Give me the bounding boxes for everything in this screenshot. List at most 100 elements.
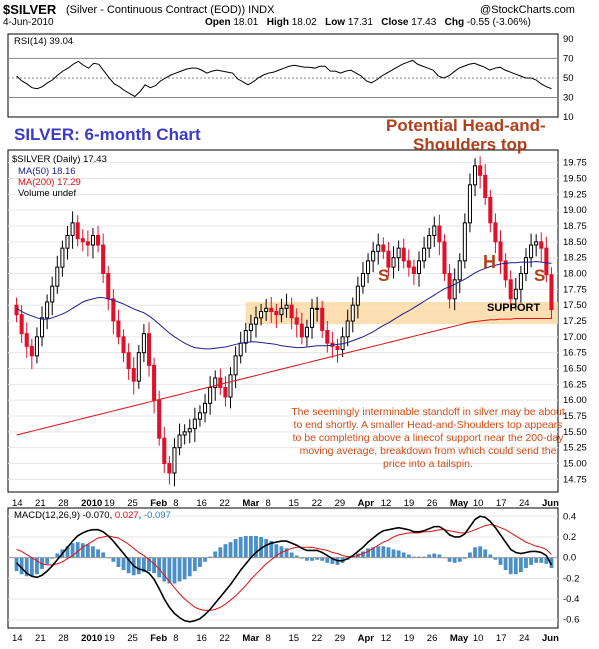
macd-hist-bar (91, 546, 95, 558)
candle-body (45, 301, 50, 319)
candle-body (152, 364, 157, 401)
candle-body (529, 244, 534, 259)
candle-body (320, 307, 325, 332)
candle-body (223, 387, 228, 398)
macd-legend-label: MACD(12,26,9) (14, 510, 80, 521)
price-tick-label: 19.50 (563, 174, 587, 185)
macd-xtick-label: 8 (173, 633, 178, 644)
macd-hist-bar (55, 553, 60, 558)
price-tick-label: 19.25 (563, 189, 587, 200)
rsi-line (16, 59, 552, 98)
macd-hist-bar (101, 552, 106, 558)
price-xtick-label: May (450, 498, 469, 509)
macd-hist-bar (396, 550, 401, 558)
macd-hist-bar (386, 547, 391, 558)
candle-body (187, 428, 192, 433)
macd-hist-bar (29, 557, 34, 577)
price-xtick-label: 29 (335, 498, 346, 509)
price-xtick-label: 10 (473, 498, 484, 509)
candle-body (498, 241, 503, 262)
macd-hist-bar (371, 547, 376, 558)
candle-body (29, 345, 34, 357)
macd-xtick-label: 12 (381, 633, 392, 644)
price-tick-label: 17.50 (563, 300, 587, 311)
ma50-line (16, 260, 552, 350)
macd-hist-bar (65, 546, 70, 558)
candle-body (518, 273, 523, 290)
price-xtick-label: 17 (496, 498, 507, 509)
macd-hist-bar (294, 555, 299, 558)
macd-xtick-label: 19 (404, 633, 415, 644)
macd-hist-bar (274, 544, 279, 558)
macd-hist-bar (289, 552, 294, 558)
macd-hist-bar (381, 546, 386, 558)
macd-hist-bar (75, 542, 80, 558)
high-label: High (266, 17, 289, 28)
macd-xtick-label: May (450, 633, 469, 644)
candle-body (121, 336, 126, 354)
macd-hist-bar (366, 548, 370, 558)
candle-body (141, 333, 146, 354)
candle-body (116, 320, 121, 338)
candle-body (50, 285, 55, 303)
macd-hist-bar (45, 557, 50, 564)
candle-body (182, 431, 187, 436)
candle-body (371, 250, 376, 262)
candle-body (360, 273, 365, 287)
price-xtick-label: 16 (196, 498, 207, 509)
macd-hist-bar (269, 541, 274, 558)
candle-body (442, 241, 447, 274)
candle-body (14, 304, 19, 316)
candle-body (253, 317, 259, 325)
candle-body (539, 241, 544, 249)
macd-hist-bar (147, 557, 151, 572)
price-xtick-label: 22 (219, 498, 230, 509)
candle-body (167, 463, 172, 474)
candle-body (248, 323, 253, 331)
macd-hist-bar (310, 557, 314, 561)
price-xtick-label: 19 (404, 498, 415, 509)
macd-hist-bar (248, 535, 253, 558)
macd-line (15, 515, 553, 623)
macd-legend-hist: -0.097 (143, 510, 171, 521)
macd-hist-bar (315, 557, 320, 560)
price-tick-label: 15.50 (563, 427, 587, 438)
macd-xtick-label: 15 (289, 633, 300, 644)
macd-panel-frame (7, 507, 559, 629)
macd-hist-bar (457, 557, 462, 562)
macd-hist-bar (508, 557, 513, 575)
macd-hist-bar (233, 539, 238, 558)
macd-xtick-label: 16 (196, 633, 207, 644)
price-xtick-label: 21 (35, 498, 46, 509)
candle-body (126, 352, 131, 369)
candle-body (203, 402, 208, 414)
high-value: 18.02 (291, 17, 317, 28)
macd-xtick-label: Apr (358, 633, 375, 644)
macd-hist-bar (198, 557, 202, 567)
candle-body (274, 311, 279, 316)
macd-xtick-label: 21 (35, 633, 46, 644)
macd-hist-bar (432, 553, 437, 558)
macd-hist-bar (305, 557, 309, 561)
macd-hist-bar (488, 554, 493, 558)
chg-label: Chg (444, 17, 465, 28)
chg-value: -0.55 (-3.06%) (466, 17, 531, 28)
macd-hist-bar (376, 546, 381, 558)
candle-body (549, 274, 554, 311)
macd-tick-label: 0.2 (563, 532, 576, 543)
macd-hist-bar (284, 548, 289, 558)
candle-body (473, 165, 478, 186)
macd-xtick-label: Mar (242, 633, 259, 644)
rsi-tick-label: 70 (563, 53, 574, 64)
candle-body (396, 247, 401, 259)
candle-body (218, 377, 223, 388)
candle-body (432, 225, 437, 236)
rsi-legend: RSI(14) 39.04 (14, 36, 74, 47)
candle-body (24, 333, 29, 347)
candle-body (111, 298, 116, 322)
candle-body (39, 317, 45, 338)
macd-hist-bar (228, 542, 233, 558)
macd-hist-bar (121, 557, 126, 571)
macd-hist-bar (544, 557, 549, 564)
